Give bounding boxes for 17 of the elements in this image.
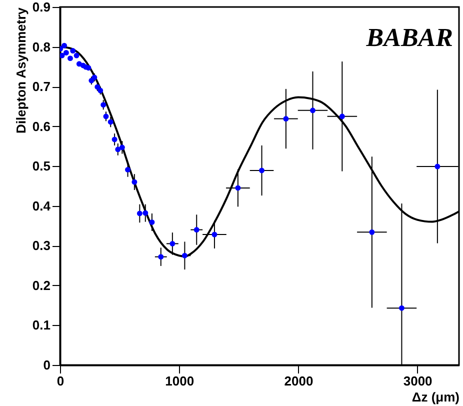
y-tick-label: 0.5 [32, 158, 50, 174]
y-tick-label: 0.8 [32, 39, 50, 54]
y-tick-label: 0.4 [32, 198, 52, 214]
x-tick-label: 3000 [403, 374, 432, 388]
y-tick-label: 0 [43, 358, 50, 372]
x-tick-label: 0 [56, 374, 64, 388]
y-axis-title: Dilepton Asymmetry [13, 6, 28, 134]
annotation: BABAR [365, 23, 453, 52]
y-tick-label: 0.9 [32, 0, 50, 14]
x-tick-label: 2000 [284, 374, 314, 388]
x-tick-label: 1000 [165, 374, 194, 388]
y-tick-label: 0.7 [32, 79, 50, 94]
y-tick-label: 0.1 [32, 318, 50, 333]
y-tick-label: 0.3 [32, 238, 50, 254]
y-tick-label: 0.2 [32, 278, 50, 293]
x-axis-title: Δz (μm) [412, 390, 460, 404]
y-tick-label: 0.6 [32, 118, 50, 134]
